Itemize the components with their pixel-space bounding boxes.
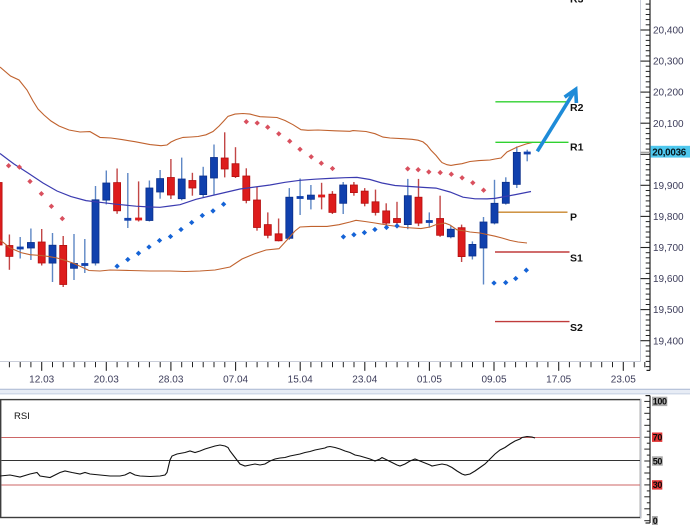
svg-text:12.03: 12.03 — [29, 375, 54, 386]
svg-text:07.04: 07.04 — [223, 375, 248, 386]
svg-text:09.05: 09.05 — [481, 375, 506, 386]
svg-text:P: P — [570, 212, 577, 224]
svg-text:01.05: 01.05 — [417, 375, 442, 386]
svg-text:R2: R2 — [570, 102, 584, 114]
svg-text:19,500: 19,500 — [653, 305, 684, 316]
svg-text:19,700: 19,700 — [653, 243, 684, 254]
svg-text:28.03: 28.03 — [158, 375, 183, 386]
svg-text:20,100: 20,100 — [653, 119, 684, 130]
svg-text:20,300: 20,300 — [653, 57, 684, 68]
svg-text:0: 0 — [653, 516, 658, 525]
svg-text:20,400: 20,400 — [653, 26, 684, 37]
svg-text:23.05: 23.05 — [611, 375, 636, 386]
svg-text:20.03: 20.03 — [94, 375, 119, 386]
svg-text:23.04: 23.04 — [352, 375, 377, 386]
svg-text:R1: R1 — [570, 142, 584, 154]
svg-text:S2: S2 — [570, 322, 583, 334]
svg-text:RSI: RSI — [14, 411, 30, 422]
svg-text:19,400: 19,400 — [653, 336, 684, 347]
svg-text:19,900: 19,900 — [653, 181, 684, 192]
svg-text:R3: R3 — [570, 0, 584, 6]
svg-text:50: 50 — [653, 456, 663, 466]
svg-text:70: 70 — [653, 433, 663, 443]
svg-text:17.05: 17.05 — [546, 375, 571, 386]
svg-text:15.04: 15.04 — [288, 375, 313, 386]
svg-text:100: 100 — [653, 397, 667, 407]
svg-text:S1: S1 — [570, 253, 583, 265]
svg-text:20,0036: 20,0036 — [652, 148, 686, 159]
svg-text:19,600: 19,600 — [653, 274, 684, 285]
svg-text:20,200: 20,200 — [653, 88, 684, 99]
svg-text:19,800: 19,800 — [653, 212, 684, 223]
svg-text:30: 30 — [653, 480, 663, 490]
